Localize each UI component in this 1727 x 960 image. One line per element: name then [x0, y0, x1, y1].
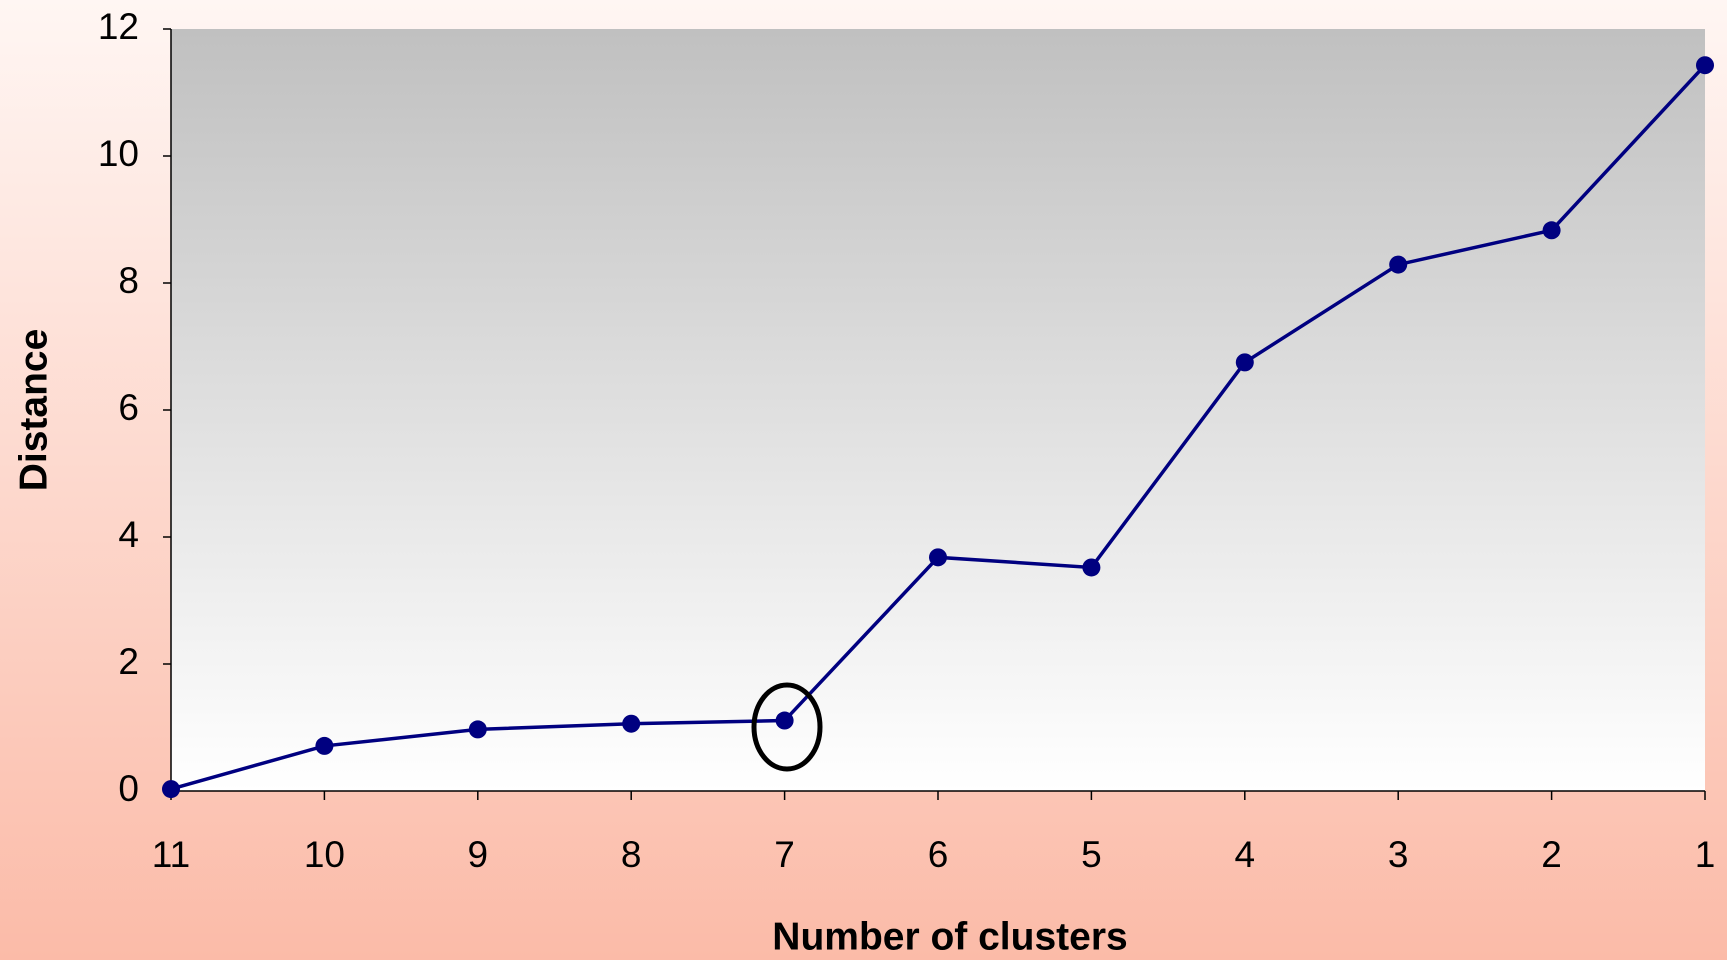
data-point [1389, 255, 1408, 274]
x-tick-label: 6 [928, 834, 949, 875]
highlight-circle [751, 682, 823, 772]
x-tick-label: 5 [1081, 834, 1102, 875]
y-tick-label: 0 [118, 768, 139, 809]
x-tick-label: 4 [1235, 834, 1256, 875]
x-tick-label: 3 [1388, 834, 1409, 875]
data-point [468, 720, 487, 739]
y-tick-label: 12 [98, 6, 139, 47]
y-tick-label: 8 [118, 260, 139, 301]
x-tick-label: 8 [621, 834, 642, 875]
plot-area [171, 29, 1705, 791]
y-tick-label: 6 [118, 387, 139, 428]
data-point [622, 714, 641, 733]
data-point [1696, 56, 1714, 75]
data-point [929, 548, 947, 567]
data-point [1542, 221, 1561, 240]
y-tick-label: 2 [118, 641, 139, 682]
data-point [1082, 558, 1101, 577]
x-tick-label: 2 [1541, 834, 1562, 875]
data-point [775, 711, 794, 730]
data-point [315, 736, 334, 755]
y-tick-label: 10 [98, 133, 139, 174]
x-tick-label: 10 [304, 834, 345, 875]
x-axis-title: Number of clusters [772, 915, 1127, 958]
y-axis-title: Distance [12, 329, 55, 492]
y-tick-label: 4 [118, 514, 139, 555]
data-point [162, 780, 180, 799]
data-point [1235, 353, 1254, 372]
x-tick-label: 11 [152, 834, 190, 875]
x-tick-label: 1 [1695, 834, 1716, 875]
x-tick-label: 9 [468, 834, 489, 875]
x-tick-label: 7 [774, 834, 795, 875]
